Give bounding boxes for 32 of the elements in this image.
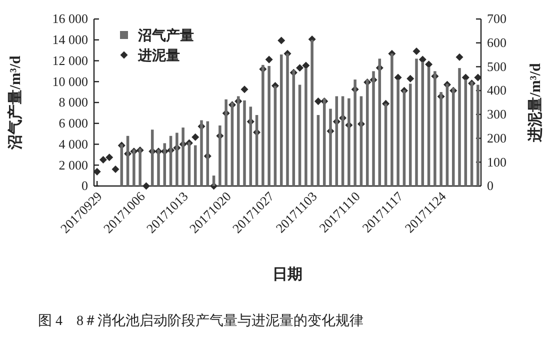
caption: 图 4 8＃消化池启动阶段产气量与进泥量的变化规律 bbox=[38, 313, 364, 329]
y-tick-label: 2 000 bbox=[58, 157, 88, 172]
y2-tick-label: 100 bbox=[487, 154, 506, 170]
bar bbox=[298, 84, 302, 186]
y-tick-label: 10 000 bbox=[52, 74, 88, 89]
y-tick-label: 16 000 bbox=[52, 11, 88, 26]
bar bbox=[458, 68, 461, 186]
y2-tick-label: 600 bbox=[487, 35, 506, 50]
y2-tick-label: 400 bbox=[487, 82, 506, 98]
y2-tick-label: 700 bbox=[487, 11, 506, 26]
y2-axis-title: 进泥量/m³/d bbox=[527, 62, 544, 143]
legend-label: 沼气产量 bbox=[137, 27, 194, 44]
bar bbox=[280, 54, 283, 186]
bar bbox=[476, 84, 480, 186]
y-tick-label: 4 000 bbox=[58, 136, 88, 152]
legend-label: 进泥量 bbox=[137, 48, 180, 64]
bar bbox=[316, 115, 320, 186]
y-tick-label: 8 000 bbox=[58, 94, 88, 110]
bar bbox=[194, 145, 197, 186]
bar bbox=[268, 66, 270, 186]
y-tick-label: 12 000 bbox=[52, 52, 88, 68]
y-tick-label: 0 bbox=[82, 178, 88, 194]
x-axis-title: 日期 bbox=[272, 266, 302, 283]
y-tick-label: 6 000 bbox=[58, 116, 88, 131]
y-tick-label: 14 000 bbox=[52, 32, 88, 48]
bar bbox=[243, 100, 246, 186]
y2-tick-label: 300 bbox=[487, 106, 506, 122]
y2-tick-label: 500 bbox=[487, 58, 506, 74]
y2-tick-label: 200 bbox=[487, 130, 506, 146]
bar bbox=[415, 58, 418, 186]
y2-tick-label: 0 bbox=[487, 178, 494, 194]
y-axis-title: 沼气产量/m³/d bbox=[7, 55, 24, 150]
